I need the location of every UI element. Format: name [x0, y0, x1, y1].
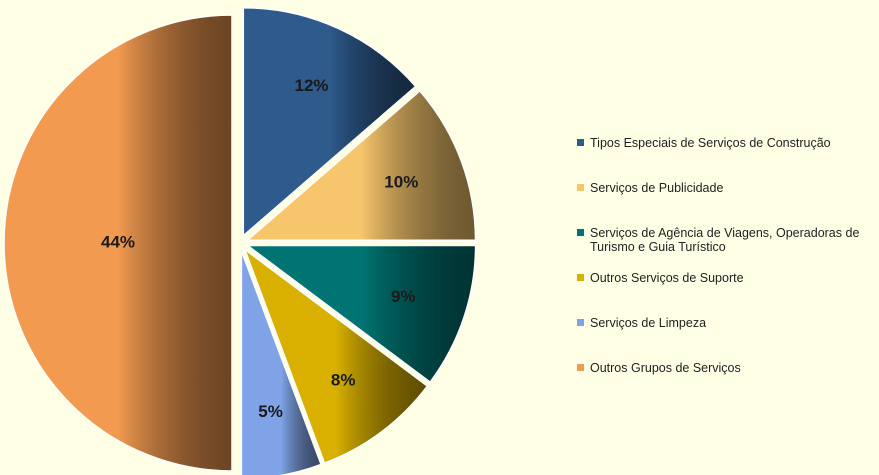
legend-swatch	[577, 319, 584, 326]
legend-item: Outros Grupos de Serviços	[577, 361, 877, 406]
value-label: 5%	[258, 402, 283, 421]
legend: Tipos Especiais de Serviços de Construçã…	[577, 136, 877, 406]
legend-swatch	[577, 364, 584, 371]
value-label: 10%	[384, 172, 418, 191]
legend-swatch	[577, 184, 584, 191]
legend-item: Tipos Especiais de Serviços de Construçã…	[577, 136, 877, 181]
legend-label: Tipos Especiais de Serviços de Construçã…	[590, 136, 831, 150]
slice	[242, 6, 417, 238]
legend-label: Outros Grupos de Serviços	[590, 361, 741, 375]
legend-item: Outros Serviços de Suporte	[577, 271, 877, 316]
legend-swatch	[577, 274, 584, 281]
legend-item: Serviços de Limpeza	[577, 316, 877, 361]
slice	[245, 89, 477, 241]
legend-label: Serviços de Publicidade	[590, 181, 724, 195]
legend-label: Serviços de Limpeza	[590, 316, 707, 330]
value-label: 9%	[391, 287, 416, 306]
legend-label: Outros Serviços de Suporte	[590, 271, 744, 285]
legend-item: Serviços de Agência de Viagens, Operador…	[577, 226, 877, 271]
value-label: 44%	[101, 232, 135, 251]
slice	[240, 250, 323, 475]
legend-label: Serviços de Agência de Viagens, Operador…	[590, 226, 860, 254]
legend-swatch	[577, 229, 584, 236]
value-label: 8%	[331, 370, 356, 389]
slice	[243, 247, 429, 464]
legend-item: Serviços de Publicidade	[577, 181, 877, 226]
value-label: 12%	[295, 76, 329, 95]
slice	[3, 14, 233, 472]
slice	[245, 244, 477, 384]
legend-swatch	[577, 139, 584, 146]
